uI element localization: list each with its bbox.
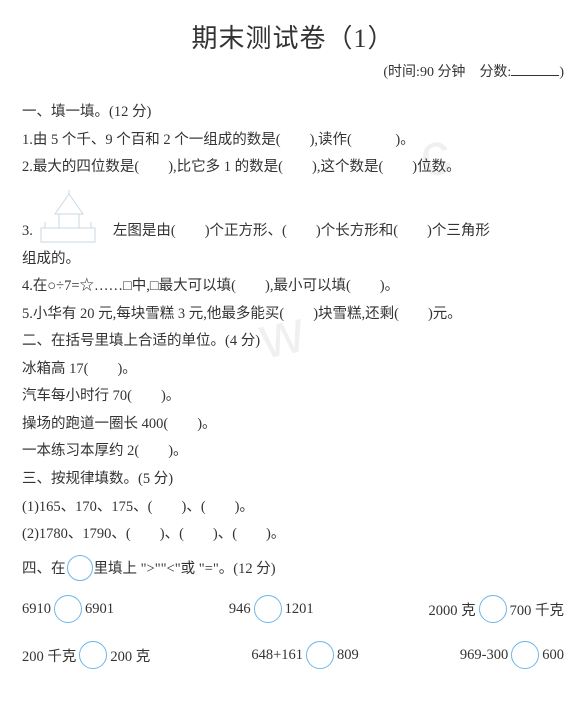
page-title: 期末测试卷（1） xyxy=(22,18,564,55)
comp-right: 200 克 xyxy=(110,645,150,666)
s2-l1: 冰箱高 17( )。 xyxy=(22,356,564,384)
q5: 5.小华有 20 元,每块雪糕 3 元,他最多能买( )块雪糕,还剩( )元。 xyxy=(22,301,564,329)
comp-row: 200 千克 200 克 648+161 809 969-300 600 xyxy=(22,641,564,669)
section2-header: 二、在括号里填上合适的单位。(4 分) xyxy=(22,328,564,356)
time-label: (时间: xyxy=(383,65,420,80)
compare-circle-icon[interactable] xyxy=(511,641,539,669)
s2-l3: 操场的跑道一圈长 400( )。 xyxy=(22,411,564,439)
comparison-grid: 6910 6901 946 1201 2000 克 700 千克 200 千克 xyxy=(22,595,564,669)
comp-row: 6910 6901 946 1201 2000 克 700 千克 xyxy=(22,595,564,623)
score-label: 分数: xyxy=(479,65,511,80)
comp-right: 600 xyxy=(542,647,564,664)
q1: 1.由 5 个千、9 个百和 2 个一组成的数是( ),读作( )。 xyxy=(22,127,564,155)
compare-circle-icon[interactable] xyxy=(479,595,507,623)
comp-left: 2000 克 xyxy=(429,599,476,620)
comp-cell: 6910 6901 xyxy=(22,595,114,623)
comp-left: 648+161 xyxy=(251,647,303,664)
comp-left: 6910 xyxy=(22,601,51,618)
comp-cell: 969-300 600 xyxy=(460,641,564,669)
compare-circle-icon[interactable] xyxy=(254,595,282,623)
s4-pre: 四、在 xyxy=(22,557,66,578)
q4: 4.在○÷7=☆……□中,□最大可以填( ),最小可以填( )。 xyxy=(22,273,564,301)
section4-header: 四、在 里填上 ">""<"或 "="。(12 分) xyxy=(22,555,564,581)
time-unit: 分钟 xyxy=(437,65,465,80)
comp-left: 969-300 xyxy=(460,647,508,664)
comp-cell: 2000 克 700 千克 xyxy=(429,595,565,623)
comp-right: 6901 xyxy=(85,601,114,618)
q3-cont: 组成的。 xyxy=(22,246,564,274)
comp-left: 200 千克 xyxy=(22,645,76,666)
comp-right: 700 千克 xyxy=(510,599,564,620)
q3-text: 左图是由( )个正方形、( )个长方形和( )个三角形 xyxy=(113,218,490,246)
comp-left: 946 xyxy=(229,601,251,618)
s2-l4: 一本练习本厚约 2( )。 xyxy=(22,438,564,466)
comp-right: 809 xyxy=(337,647,359,664)
comp-right: 1201 xyxy=(285,601,314,618)
compare-circle-icon[interactable] xyxy=(306,641,334,669)
comp-cell: 648+161 809 xyxy=(251,641,358,669)
q3-figure xyxy=(35,188,107,246)
score-blank[interactable] xyxy=(511,61,559,76)
time-value: 90 xyxy=(420,65,434,80)
meta-close: ) xyxy=(559,65,564,80)
s3-l2: (2)1780、1790、( )、( )、( )。 xyxy=(22,521,564,549)
comp-cell: 200 千克 200 克 xyxy=(22,641,150,669)
section1-header: 一、填一填。(12 分) xyxy=(22,99,564,127)
s4-post: 里填上 ">""<"或 "="。(12 分) xyxy=(94,557,276,578)
section3-header: 三、按规律填数。(5 分) xyxy=(22,466,564,494)
comp-cell: 946 1201 xyxy=(229,595,314,623)
exam-meta: (时间:90 分钟 分数:) xyxy=(22,61,564,81)
q2: 2.最大的四位数是( ),比它多 1 的数是( ),这个数是( )位数。 xyxy=(22,154,564,182)
s2-l2: 汽车每小时行 70( )。 xyxy=(22,383,564,411)
compare-circle-icon[interactable] xyxy=(54,595,82,623)
circle-placeholder-icon xyxy=(67,555,93,581)
q3-prefix: 3. xyxy=(22,218,33,246)
s3-l1: (1)165、170、175、( )、( )。 xyxy=(22,494,564,522)
compare-circle-icon[interactable] xyxy=(79,641,107,669)
